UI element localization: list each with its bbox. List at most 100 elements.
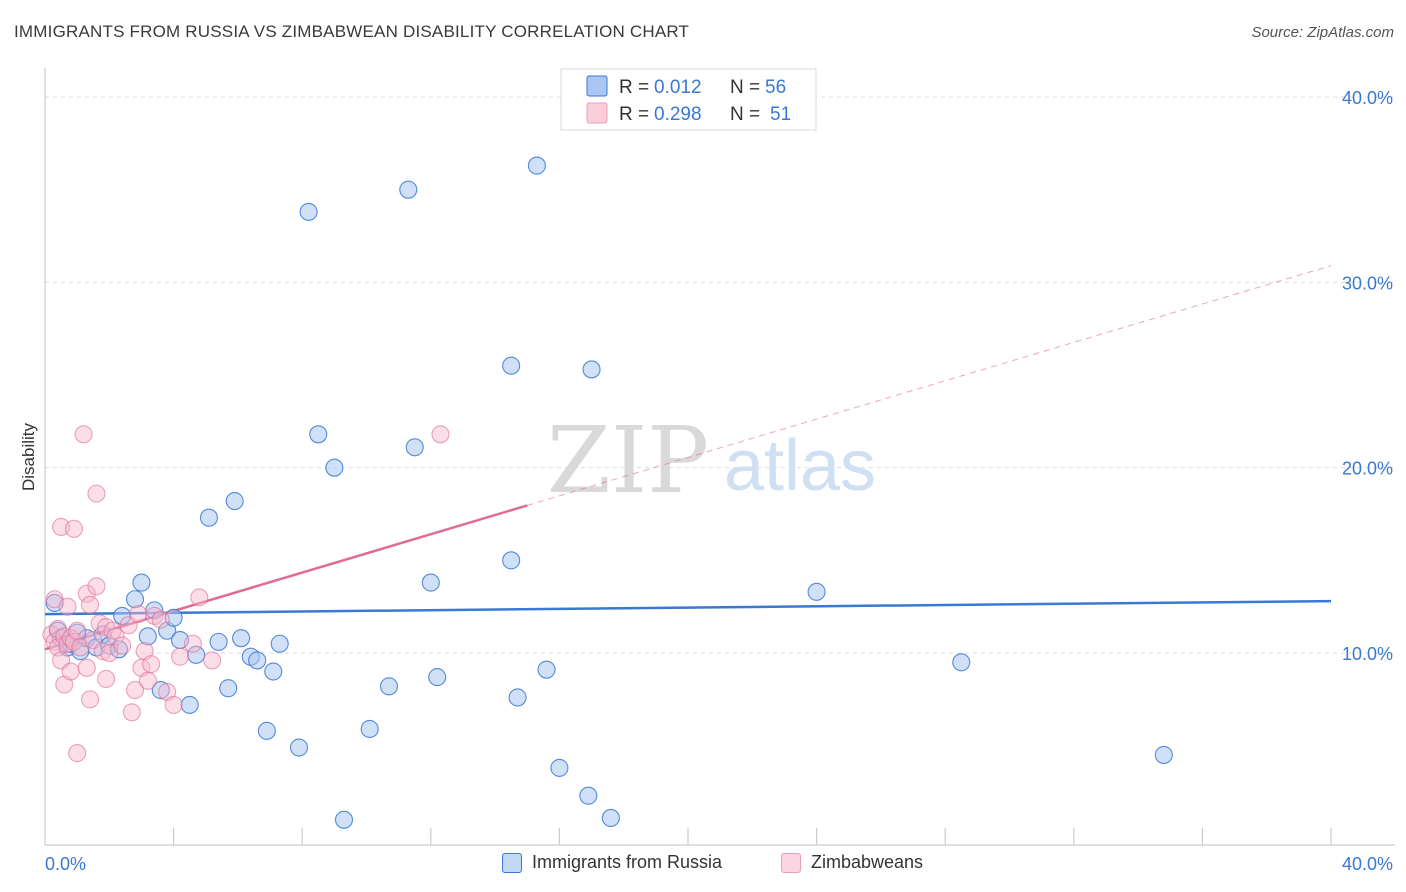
legend-top: R = 0.012 N = 56 R = 0.298 N = 51 — [560, 68, 817, 131]
point-russia — [508, 688, 527, 707]
point-russia — [537, 660, 556, 679]
legend-n-value: 51 — [770, 104, 791, 125]
legend-n-value: 56 — [765, 77, 786, 98]
point-russia — [579, 786, 598, 805]
point-zimbabweans — [125, 681, 145, 700]
watermark: ZIP atlas — [547, 407, 876, 514]
legend-swatch-pink — [586, 102, 608, 124]
point-russia — [264, 662, 283, 681]
point-russia — [952, 653, 971, 672]
y-tick-label: 10.0% — [1342, 644, 1393, 664]
point-russia — [582, 360, 601, 379]
point-russia — [360, 719, 379, 739]
point-zimbabweans — [113, 636, 132, 655]
trendline-russia — [44, 599, 1332, 616]
point-russia — [379, 677, 399, 696]
point-russia — [405, 438, 424, 457]
point-russia — [132, 573, 151, 592]
point-russia — [502, 356, 521, 375]
point-zimbabweans — [103, 621, 122, 640]
point-russia — [219, 679, 238, 698]
legend-r-value: 0.012 — [654, 77, 702, 98]
point-zimbabweans — [80, 595, 100, 614]
point-zimbabweans — [68, 621, 87, 640]
watermark-zip: ZIP — [547, 407, 709, 514]
point-russia — [125, 590, 145, 609]
axes — [44, 68, 1395, 846]
point-russia — [334, 810, 354, 829]
point-russia — [807, 582, 826, 601]
point-russia — [428, 668, 447, 687]
point-russia — [289, 738, 309, 757]
point-russia — [325, 458, 344, 477]
legend-n-label: N = — [730, 77, 760, 98]
legend-label-zimbabweans: Zimbabweans — [811, 852, 924, 872]
point-russia — [1154, 745, 1173, 764]
point-zimbabweans — [48, 619, 67, 638]
point-zimbabweans — [122, 703, 141, 722]
point-zimbabweans — [58, 597, 77, 616]
point-russia — [199, 508, 219, 527]
point-russia — [248, 651, 267, 670]
legend-label-russia: Immigrants from Russia — [532, 852, 723, 872]
y-tick-label: 20.0% — [1342, 459, 1393, 479]
legend-swatch-blue — [586, 75, 608, 97]
point-russia — [270, 634, 289, 653]
point-russia — [180, 695, 199, 714]
trendline-zimbabweans-extension — [527, 265, 1332, 506]
point-russia — [550, 758, 569, 777]
legend-r-value: 0.298 — [654, 104, 702, 125]
point-russia — [601, 808, 620, 827]
point-russia — [502, 551, 521, 570]
point-russia — [209, 632, 228, 651]
y-axis-label: Disability — [19, 422, 38, 491]
point-zimbabweans — [61, 662, 80, 681]
legend-bottom: Immigrants from Russia Zimbabweans — [0, 852, 1406, 878]
point-zimbabweans — [74, 425, 93, 444]
point-zimbabweans — [87, 484, 106, 503]
data-points — [42, 156, 1173, 829]
legend-r-label: R = — [619, 104, 649, 125]
point-zimbabweans — [431, 425, 450, 444]
point-russia — [232, 629, 251, 648]
point-zimbabweans — [68, 744, 87, 763]
trend-lines — [44, 265, 1332, 651]
point-zimbabweans — [138, 671, 157, 690]
legend-item-zimbabweans[interactable]: Zimbabweans — [781, 852, 923, 873]
point-zimbabweans — [77, 584, 96, 603]
chart-title: IMMIGRANTS FROM RUSSIA VS ZIMBABWEAN DIS… — [14, 22, 690, 41]
point-zimbabweans — [190, 588, 209, 607]
watermark-atlas: atlas — [724, 426, 876, 506]
point-russia — [399, 180, 418, 199]
x-tick-label: 40.0% — [1342, 854, 1393, 874]
point-zimbabweans — [203, 651, 222, 670]
point-zimbabweans — [97, 669, 116, 688]
point-russia — [309, 425, 328, 444]
point-russia — [151, 681, 170, 700]
x-tick-labels: 0.0% 40.0% — [45, 854, 1393, 874]
point-russia — [187, 645, 206, 664]
point-russia — [527, 156, 546, 175]
point-zimbabweans — [142, 655, 161, 674]
point-zimbabweans — [87, 577, 106, 596]
legend-item-russia[interactable]: Immigrants from Russia — [502, 852, 722, 873]
legend-n-label: N = — [730, 104, 760, 125]
source-label: Source: ZipAtlas.com — [1251, 24, 1394, 41]
point-zimbabweans — [151, 610, 170, 629]
point-zimbabweans — [129, 605, 148, 624]
point-zimbabweans — [80, 690, 100, 709]
trendline-zimbabweans — [44, 504, 528, 651]
y-tick-labels: 10.0% 20.0% 30.0% 40.0% — [1342, 88, 1393, 664]
point-russia — [299, 202, 318, 221]
point-russia — [257, 721, 276, 740]
x-tick-label: 0.0% — [45, 854, 86, 874]
point-russia — [421, 573, 440, 592]
legend-swatch-russia — [502, 852, 522, 873]
point-russia — [225, 491, 244, 511]
point-zimbabweans — [93, 642, 112, 661]
point-zimbabweans — [106, 627, 125, 646]
y-tick-label: 30.0% — [1342, 273, 1393, 293]
point-zimbabweans — [64, 519, 83, 538]
point-zimbabweans — [183, 634, 202, 653]
